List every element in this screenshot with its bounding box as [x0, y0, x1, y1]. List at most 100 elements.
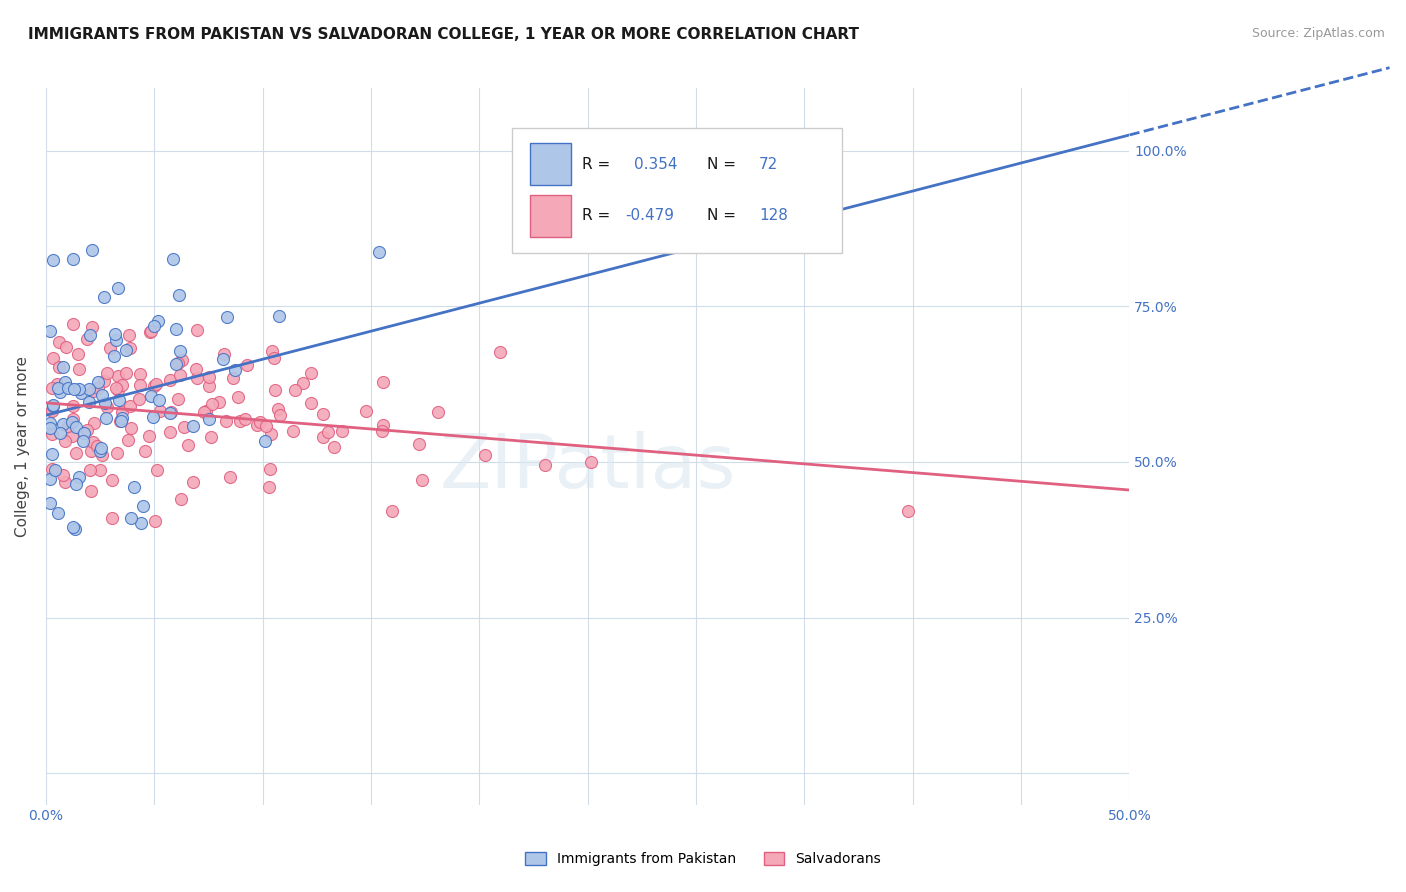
- Point: [207, 395, 229, 409]
- Point: [312, 430, 335, 444]
- Point: [39, 495, 62, 509]
- Point: [55, 340, 77, 354]
- Point: [228, 390, 250, 404]
- Point: [82, 319, 104, 334]
- Point: [69, 470, 91, 484]
- Point: [129, 377, 152, 392]
- Point: [284, 383, 307, 397]
- Point: [60, 429, 83, 443]
- Point: [73, 425, 96, 440]
- Point: [269, 408, 291, 422]
- Point: [139, 325, 162, 339]
- Point: [39, 421, 62, 435]
- Point: [371, 424, 394, 438]
- Point: [259, 462, 281, 476]
- Point: [48, 334, 70, 349]
- Point: [146, 463, 169, 477]
- Point: [118, 327, 141, 342]
- Point: [41, 404, 63, 418]
- Point: [201, 397, 224, 411]
- Point: [94, 396, 117, 410]
- Point: [41, 381, 63, 395]
- Point: [79, 463, 101, 477]
- Point: [48, 359, 70, 374]
- Text: 72: 72: [759, 157, 778, 171]
- Point: [53, 375, 76, 389]
- Point: [166, 358, 188, 372]
- Point: [299, 396, 322, 410]
- Point: [159, 425, 181, 439]
- Point: [111, 378, 134, 392]
- Point: [48, 506, 70, 520]
- Point: [215, 414, 238, 428]
- Point: [104, 326, 127, 341]
- Point: [39, 324, 62, 338]
- Point: [110, 414, 132, 428]
- Point: [70, 385, 93, 400]
- Point: [318, 425, 340, 439]
- Point: [323, 440, 346, 454]
- Point: [169, 368, 191, 382]
- Point: [120, 399, 142, 413]
- Point: [96, 366, 118, 380]
- Point: [217, 310, 239, 324]
- Point: [62, 317, 84, 331]
- Point: [167, 287, 190, 301]
- Point: [89, 463, 111, 477]
- Point: [198, 412, 221, 426]
- Point: [214, 347, 236, 361]
- Point: [48, 426, 70, 441]
- Point: [122, 479, 145, 493]
- Point: [52, 359, 75, 374]
- Point: [249, 415, 271, 429]
- Point: [90, 388, 112, 402]
- Point: [77, 382, 100, 396]
- Point: [354, 403, 377, 417]
- Point: [62, 252, 84, 266]
- Point: [533, 458, 555, 472]
- Point: [67, 362, 90, 376]
- Point: [56, 381, 79, 395]
- Point: [159, 373, 181, 387]
- Point: [90, 441, 112, 455]
- Point: [96, 400, 118, 414]
- Point: [194, 404, 217, 418]
- Point: [42, 398, 65, 412]
- Text: ZIPatlas: ZIPatlas: [440, 432, 735, 504]
- Point: [371, 417, 394, 432]
- FancyBboxPatch shape: [512, 128, 842, 253]
- Point: [224, 363, 246, 377]
- Bar: [530, 144, 571, 185]
- Point: [184, 361, 207, 376]
- Point: [120, 421, 142, 435]
- Point: [89, 443, 111, 458]
- Point: [82, 243, 104, 257]
- Point: [371, 376, 394, 390]
- Text: IMMIGRANTS FROM PAKISTAN VS SALVADORAN COLLEGE, 1 YEAR OR MORE CORRELATION CHART: IMMIGRANTS FROM PAKISTAN VS SALVADORAN C…: [28, 27, 859, 42]
- Point: [114, 366, 136, 380]
- Point: [233, 412, 256, 426]
- Point: [114, 343, 136, 358]
- Point: [65, 446, 87, 460]
- Point: [236, 358, 259, 372]
- Point: [107, 383, 129, 397]
- Point: [107, 281, 129, 295]
- Point: [183, 419, 205, 434]
- Point: [42, 399, 65, 413]
- Point: [474, 448, 496, 462]
- Point: [299, 366, 322, 380]
- Point: [41, 403, 63, 417]
- Point: [169, 344, 191, 359]
- Point: [200, 430, 222, 444]
- Point: [41, 427, 63, 442]
- Point: [62, 382, 84, 396]
- Point: [62, 399, 84, 413]
- Y-axis label: College, 1 year or more: College, 1 year or more: [15, 356, 30, 537]
- Point: [197, 379, 219, 393]
- Point: [139, 389, 162, 403]
- Point: [79, 327, 101, 342]
- Point: [263, 383, 285, 397]
- Point: [146, 314, 169, 328]
- Point: [260, 427, 283, 442]
- Point: [169, 492, 191, 507]
